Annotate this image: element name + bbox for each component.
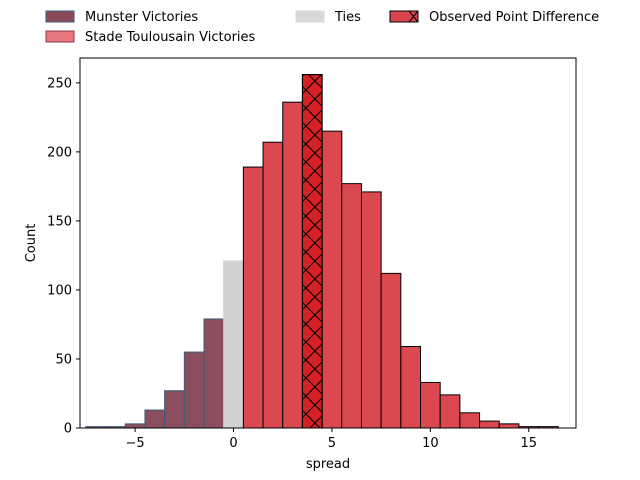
legend-entry-munster: Munster Victories xyxy=(45,10,198,25)
bar-munster--1 xyxy=(203,318,225,429)
legend-hatch xyxy=(408,10,419,23)
legend-swatch xyxy=(45,30,75,43)
legend-swatch xyxy=(389,10,419,23)
bar-stade-7 xyxy=(360,191,382,429)
bar-stade-2 xyxy=(262,141,284,429)
x-tick-label: −5 xyxy=(126,436,145,451)
legend-label: Observed Point Difference xyxy=(429,10,599,25)
legend-swatch xyxy=(45,10,75,23)
bar-stade-5 xyxy=(321,130,343,429)
legend-swatch xyxy=(295,10,325,23)
legend-label: Stade Toulousain Victories xyxy=(85,30,256,45)
bar-stade-10 xyxy=(420,381,441,429)
y-axis-label: Count xyxy=(24,224,39,263)
legend: Munster Victories Stade Toulousain Victor… xyxy=(45,10,599,45)
bar-munster--3 xyxy=(164,390,185,429)
y-tick-label: 100 xyxy=(47,283,72,298)
legend-label: Ties xyxy=(334,10,361,25)
bar-ties-0 xyxy=(223,260,244,429)
x-axis: −5 0 5 10 15 xyxy=(126,428,537,451)
bar-munster--5 xyxy=(124,423,146,429)
x-tick-label: 0 xyxy=(229,436,237,451)
bar-hatch-4 xyxy=(301,74,323,429)
bar-munster--2 xyxy=(183,351,205,429)
bar-stade-13 xyxy=(479,420,500,429)
bar-stade-3 xyxy=(282,101,303,429)
x-tick-label: 5 xyxy=(328,436,336,451)
bar-stade-9 xyxy=(400,346,422,429)
y-tick-label: 50 xyxy=(55,352,72,367)
x-tick-label: 10 xyxy=(422,436,439,451)
bar-stade-14 xyxy=(498,423,520,429)
bar-munster--4 xyxy=(144,409,166,429)
x-tick-label: 15 xyxy=(520,436,537,451)
bar-stade-1 xyxy=(242,166,264,429)
y-tick-label: 200 xyxy=(47,145,72,160)
bar-stade-6 xyxy=(341,183,362,429)
bar-stade-12 xyxy=(459,412,481,429)
legend-label: Munster Victories xyxy=(85,10,198,25)
y-tick-label: 250 xyxy=(47,76,72,91)
legend-entry-ties: Ties xyxy=(295,10,361,25)
x-axis-label: spread xyxy=(306,457,350,472)
y-axis: 0 50 100 150 200 250 xyxy=(47,76,80,437)
bar-stade-11 xyxy=(439,394,461,429)
legend-entry-stade: Stade Toulousain Victories xyxy=(45,30,256,45)
y-tick-label: 150 xyxy=(47,214,72,229)
plot-frame xyxy=(79,57,577,429)
bar-stade-8 xyxy=(380,272,402,429)
legend-entry-observed: Observed Point Difference xyxy=(389,10,599,25)
y-tick-label: 0 xyxy=(64,422,72,437)
